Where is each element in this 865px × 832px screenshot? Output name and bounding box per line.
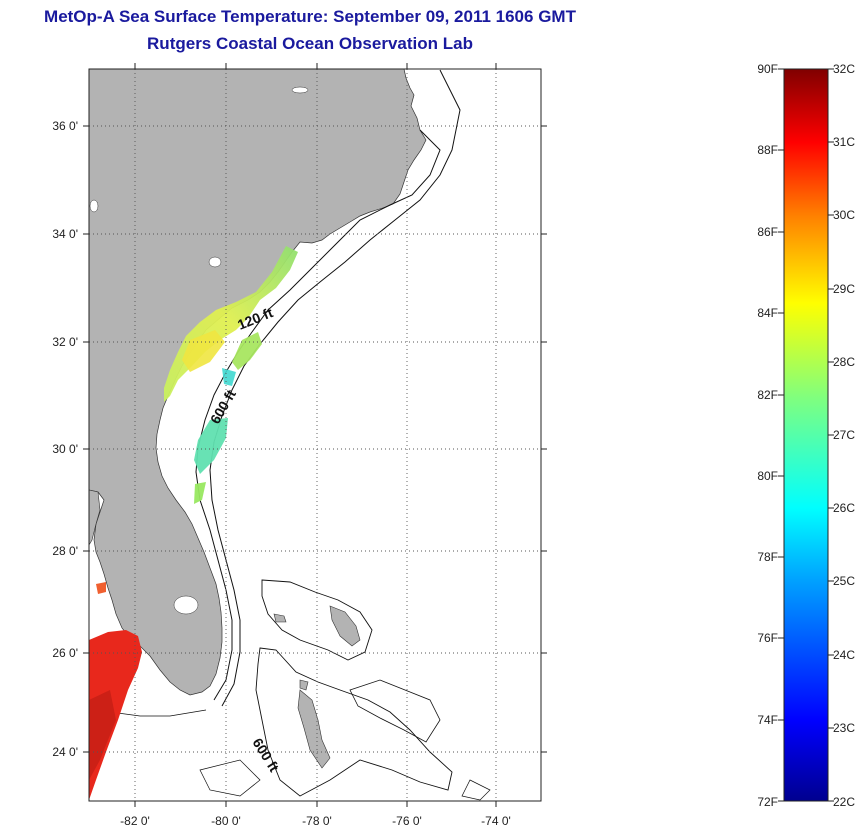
lon-label: -78 0'	[302, 814, 332, 828]
map-title: MetOp-A Sea Surface Temperature: Septemb…	[44, 7, 576, 26]
colorbar-c-label: 24C	[833, 648, 855, 662]
bahamas-islands	[329, 605, 361, 647]
colorbar-c-label: 29C	[833, 282, 855, 296]
lat-label: 36 0'	[52, 119, 78, 133]
lon-label: -80 0'	[211, 814, 241, 828]
lon-label: -74 0'	[481, 814, 511, 828]
lat-label: 34 0'	[52, 227, 78, 241]
lat-label: 24 0'	[52, 745, 78, 759]
lon-label: -82 0'	[120, 814, 150, 828]
colorbar-c-label: 22C	[833, 795, 855, 809]
map-subtitle: Rutgers Coastal Ocean Observation Lab	[147, 34, 473, 53]
colorbar-c-label: 26C	[833, 501, 855, 515]
colorbar-f-label: 76F	[757, 631, 778, 645]
sst-swath-florida-east	[194, 418, 228, 474]
lon-label: -76 0'	[392, 814, 422, 828]
lat-label: 30 0'	[52, 442, 78, 456]
colorbar-f-label: 84F	[757, 306, 778, 320]
colorbar-c-label: 27C	[833, 428, 855, 442]
lat-label: 28 0'	[52, 544, 78, 558]
lat-label: 32 0'	[52, 335, 78, 349]
colorbar-f-label: 88F	[757, 143, 778, 157]
colorbar-c-label: 23C	[833, 721, 855, 735]
graticule	[89, 69, 541, 801]
colorbar-c-label: 32C	[833, 62, 855, 76]
colorbar-f-label: 72F	[757, 795, 778, 809]
colorbar-f-label: 82F	[757, 388, 778, 402]
colorbar-c-label: 28C	[833, 355, 855, 369]
colorbar-f-label: 80F	[757, 469, 778, 483]
colorbar-c-label: 30C	[833, 208, 855, 222]
map-frame	[88, 68, 542, 802]
colorbar	[783, 68, 829, 802]
colorbar-f-label: 78F	[757, 550, 778, 564]
sst-swath-georgia-carolina	[164, 246, 298, 402]
colorbar-f-label: 90F	[757, 62, 778, 76]
colorbar-f-label: 74F	[757, 713, 778, 727]
colorbar-c-label: 25C	[833, 574, 855, 588]
colorbar-f-label: 86F	[757, 225, 778, 239]
colorbar-c-label: 31C	[833, 135, 855, 149]
lat-label: 26 0'	[52, 646, 78, 660]
sst-swath-gulf	[89, 630, 142, 800]
